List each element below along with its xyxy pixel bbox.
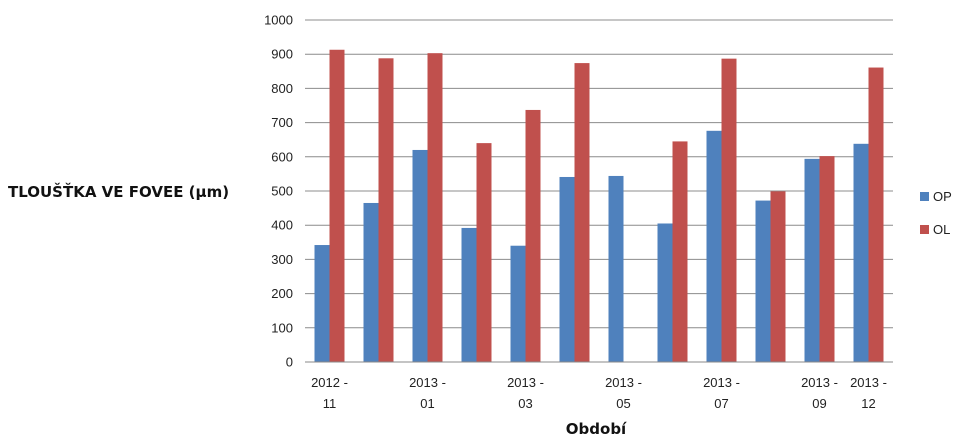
bar-ol (525, 109, 541, 362)
bar-op (804, 158, 820, 362)
y-tick-label: 500 (271, 184, 293, 199)
y-tick-label: 0 (286, 355, 293, 370)
bar-ol (770, 191, 786, 362)
x-tick-label: 12 (861, 396, 875, 411)
bar-op (461, 227, 477, 362)
bar-ol (427, 53, 443, 362)
x-tick-label: 2013 - (605, 375, 642, 390)
x-tick-label: 09 (812, 396, 826, 411)
y-tick-label: 900 (271, 47, 293, 62)
x-tick-label: 2012 - (311, 375, 348, 390)
legend-label: OL (933, 222, 950, 237)
y-tick-label: 400 (271, 218, 293, 233)
x-axis-title: Období (566, 420, 627, 438)
bar-op (608, 175, 624, 362)
bar-op (755, 200, 771, 362)
bar-ol (476, 143, 492, 362)
y-tick-label: 1000 (264, 13, 293, 28)
x-tick-label: 05 (616, 396, 630, 411)
x-tick-label: 2013 - (850, 375, 887, 390)
bar-ol (721, 58, 737, 363)
x-tick-labels: 2012 - 11 2013 - 01 2013 - 03 2013 - 05 2013 - 07… (311, 375, 887, 411)
x-tick-label: 03 (518, 396, 532, 411)
legend-swatch (920, 225, 929, 234)
bar-ol (672, 141, 688, 362)
bar-ol (329, 49, 345, 363)
y-tick-label: 200 (271, 286, 293, 301)
gridlines (305, 19, 893, 329)
x-tick-label: 2013 - (703, 375, 740, 390)
bar-ol (378, 58, 394, 362)
legend-swatch (920, 192, 929, 201)
y-tick-labels: 0 100 200 300 400 500 600 700 800 900 1000 (264, 13, 293, 370)
y-tick-label: 300 (271, 252, 293, 267)
bar-ol (868, 67, 884, 363)
x-tick-label: 07 (714, 396, 728, 411)
x-tick-label: 2013 - (507, 375, 544, 390)
x-tick-label: 2013 - (409, 375, 446, 390)
bar-op (853, 143, 869, 362)
bar-op (314, 245, 330, 362)
bar-op (363, 202, 379, 362)
y-tick-label: 600 (271, 149, 293, 164)
bar-op (559, 176, 575, 362)
bar-op (412, 149, 428, 362)
bar-ol (574, 63, 590, 362)
legend: OP OL (920, 189, 952, 237)
bar-op (706, 130, 722, 362)
bar-op (657, 223, 673, 362)
y-tick-label: 800 (271, 81, 293, 96)
bar-ol (819, 156, 835, 362)
bar-op (510, 245, 526, 362)
bars (314, 49, 884, 363)
x-tick-label: 01 (420, 396, 434, 411)
y-tick-label: 100 (271, 320, 293, 335)
x-tick-label: 11 (323, 396, 337, 411)
y-axis-title: TLOUŠŤKA VE FOVEE (µm) (8, 182, 229, 201)
y-tick-label: 700 (271, 115, 293, 130)
legend-label: OP (933, 189, 952, 204)
x-tick-label: 2013 - (801, 375, 838, 390)
